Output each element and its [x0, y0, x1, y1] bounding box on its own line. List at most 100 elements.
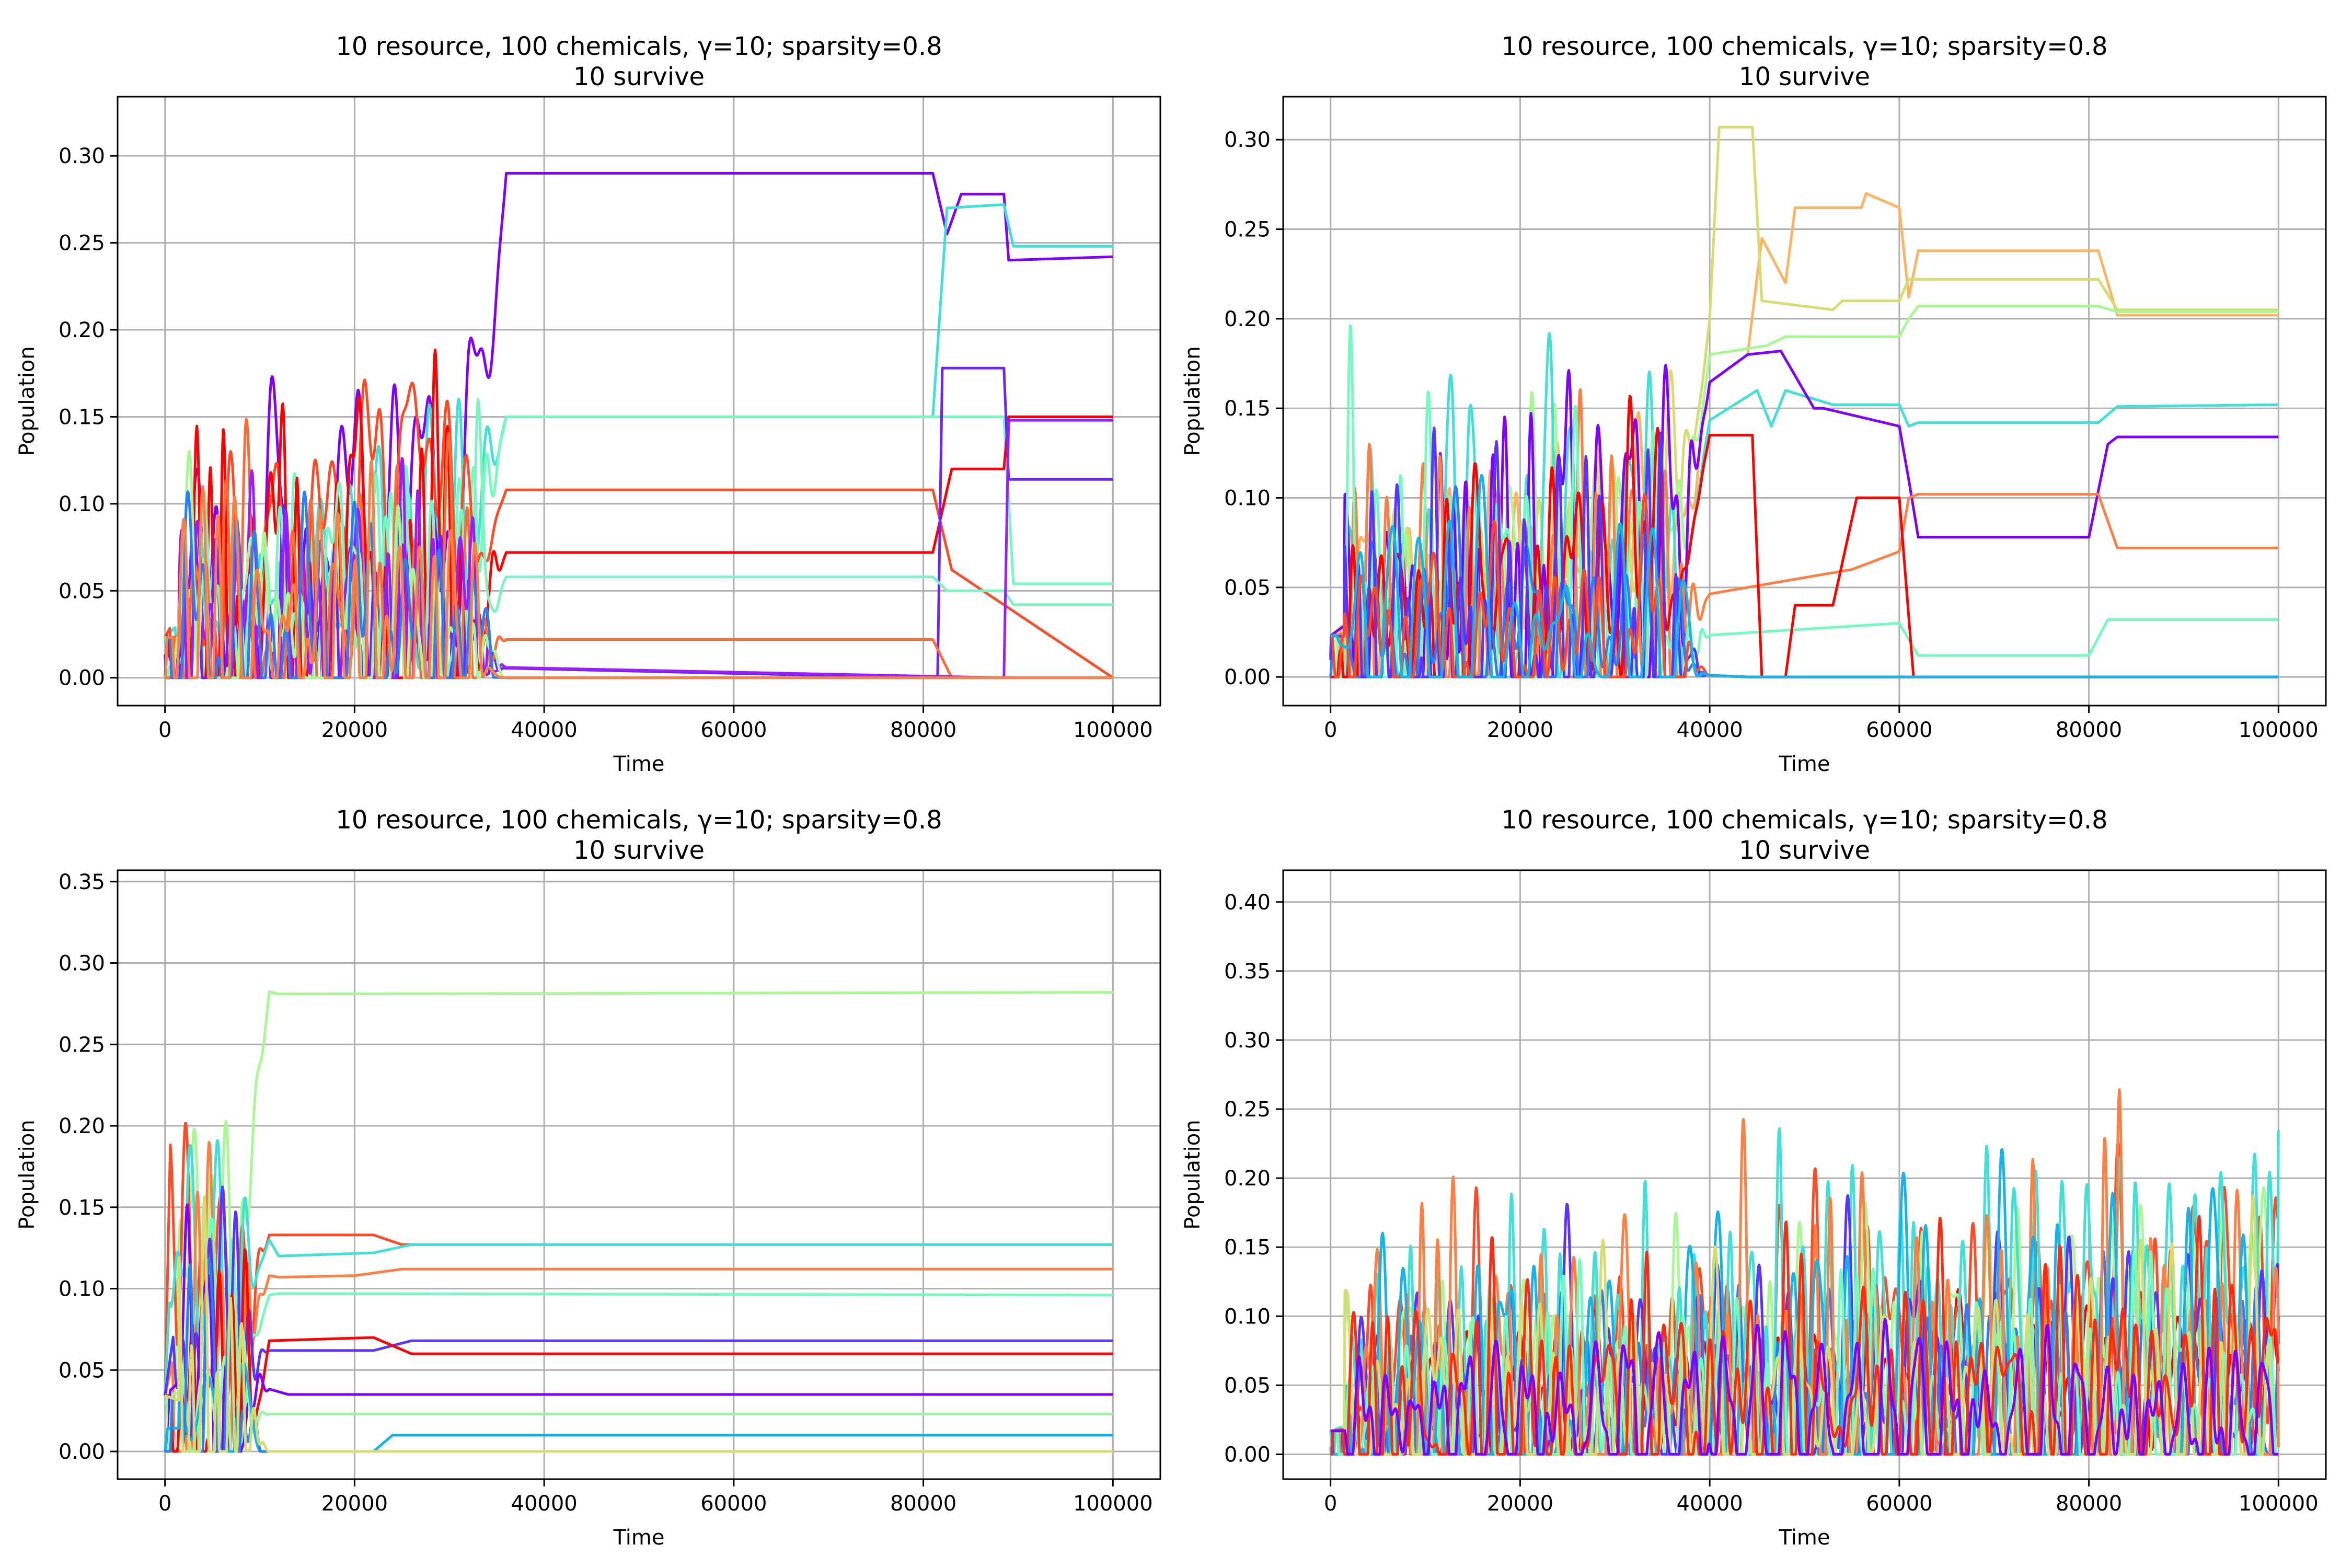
series-line: [164, 1329, 1114, 1453]
x-tick-label: 40000: [1677, 1492, 1743, 1516]
y-tick-label: 0.20: [59, 1114, 105, 1138]
y-axis: 0.00 0.05 0.10 0.15 0.20 0.25 0.30: [59, 144, 118, 690]
x-tick-label: 0: [158, 718, 171, 742]
y-tick-label: 0.25: [59, 232, 105, 256]
y-tick-label: 0.30: [59, 144, 105, 168]
y-tick-label: 0.30: [1224, 128, 1271, 152]
plot-frame: [1282, 869, 2327, 1480]
chart-subtitle: 10 survive: [1739, 62, 1870, 91]
y-tick-label: 0.25: [59, 1033, 105, 1057]
y-tick-label: 0.00: [59, 666, 105, 690]
y-tick-label: 0.00: [1224, 665, 1271, 689]
plot-frame: [1282, 96, 2327, 707]
x-tick-label: 0: [1324, 1492, 1337, 1516]
x-tick-label: 20000: [321, 1492, 388, 1516]
x-tick-label: 40000: [511, 1492, 578, 1516]
series-line: [164, 1185, 1114, 1443]
x-tick-label: 100000: [2239, 1492, 2319, 1516]
y-tick-label: 0.20: [1224, 1167, 1271, 1191]
x-tick-label: 20000: [1487, 718, 1553, 742]
subplot-bottom-left: 10 resource, 100 chemicals, γ=10; sparsi…: [15, 805, 1161, 1550]
y-tick-label: 0.10: [1224, 487, 1271, 511]
chart-title: 10 resource, 100 chemicals, γ=10; sparsi…: [1501, 805, 2107, 835]
x-axis-label: Time: [1779, 752, 1830, 776]
y-axis: 0.00 0.05 0.10 0.15 0.20 0.25 0.30 0.35 0.40: [1224, 891, 1283, 1467]
x-tick-label: 100000: [2239, 718, 2319, 742]
series-line: [1330, 1215, 2280, 1456]
x-tick-label: 60000: [1866, 1492, 1932, 1516]
x-tick-label: 80000: [2056, 1492, 2122, 1516]
y-tick-label: 0.15: [1224, 1236, 1271, 1260]
y-tick-label: 0.15: [59, 1196, 105, 1220]
x-tick-label: 80000: [890, 1492, 956, 1516]
y-tick-label: 0.40: [1224, 891, 1271, 915]
x-tick-label: 40000: [1677, 718, 1743, 742]
series-line: [1330, 324, 2279, 678]
series-line: [164, 1203, 1114, 1453]
y-axis-label: Population: [1181, 346, 1205, 456]
y-tick-label: 0.05: [59, 579, 105, 603]
x-axis: 0 20000 40000 60000 80000 100000: [158, 1479, 1153, 1516]
y-tick-label: 0.15: [1224, 397, 1271, 421]
x-tick-label: 0: [158, 1492, 171, 1516]
series-group: [1329, 125, 2279, 678]
y-tick-label: 0.05: [59, 1358, 105, 1382]
y-axis-label: Population: [1181, 1120, 1205, 1229]
series-line: [164, 378, 1114, 679]
series-line: [164, 990, 1114, 1453]
y-tick-label: 0.25: [1224, 1098, 1271, 1122]
subplot-top-right: 10 resource, 100 chemicals, γ=10; sparsi…: [1181, 32, 2327, 776]
chart-subtitle: 10 survive: [573, 836, 705, 865]
x-axis-label: Time: [613, 1526, 665, 1550]
y-tick-label: 0.10: [59, 1277, 105, 1301]
x-tick-label: 60000: [1866, 718, 1932, 742]
series-line: [164, 459, 1114, 679]
x-tick-label: 40000: [511, 718, 578, 742]
chart-title: 10 resource, 100 chemicals, γ=10; sparsi…: [1501, 32, 2107, 61]
y-tick-label: 0.05: [1224, 576, 1271, 600]
series-group: [1329, 1088, 2280, 1456]
plot-frame: [117, 96, 1161, 707]
x-axis: 0 20000 40000 60000 80000 100000: [1324, 1479, 2319, 1516]
y-tick-label: 0.30: [1224, 1029, 1271, 1053]
chart-title: 10 resource, 100 chemicals, γ=10; sparsi…: [336, 32, 942, 61]
series-line: [164, 1217, 1114, 1453]
y-tick-label: 0.30: [59, 952, 105, 976]
y-axis: 0.00 0.05 0.10 0.15 0.20 0.25 0.30: [1224, 128, 1283, 689]
plot-frame: [117, 869, 1161, 1480]
subplot-top-left: 10 resource, 100 chemicals, γ=10; sparsi…: [15, 32, 1161, 776]
y-tick-label: 0.20: [59, 318, 105, 342]
series-line: [1330, 305, 2279, 678]
x-tick-label: 60000: [700, 718, 767, 742]
x-tick-label: 100000: [1073, 1492, 1153, 1516]
x-axis-label: Time: [1779, 1526, 1830, 1550]
chart-title: 10 resource, 100 chemicals, γ=10; sparsi…: [336, 805, 942, 835]
x-axis-label: Time: [613, 752, 665, 776]
subplot-bottom-right: 10 resource, 100 chemicals, γ=10; sparsi…: [1181, 805, 2327, 1550]
y-tick-label: 0.00: [59, 1440, 105, 1464]
x-tick-label: 0: [1324, 718, 1337, 742]
x-axis: 0 20000 40000 60000 80000 100000: [1324, 706, 2319, 742]
x-tick-label: 100000: [1073, 718, 1153, 742]
series-line: [1330, 474, 2279, 678]
y-axis-label: Population: [15, 1120, 39, 1229]
series-line: [164, 1195, 1114, 1453]
x-tick-label: 60000: [700, 1492, 767, 1516]
y-axis: 0.00 0.05 0.10 0.15 0.20 0.25 0.30 0.35: [59, 870, 118, 1464]
y-tick-label: 0.15: [59, 405, 105, 429]
y-tick-label: 0.35: [59, 870, 105, 894]
y-axis-label: Population: [15, 346, 39, 456]
x-tick-label: 20000: [1487, 1492, 1553, 1516]
chart-subtitle: 10 survive: [1739, 836, 1870, 865]
x-tick-label: 20000: [321, 718, 388, 742]
series-line: [1330, 192, 2279, 678]
y-tick-label: 0.35: [1224, 960, 1271, 984]
series-line: [164, 1141, 1114, 1453]
series-line: [164, 1248, 1114, 1453]
y-tick-label: 0.10: [59, 492, 105, 516]
series-line: [1330, 1318, 2279, 1456]
y-tick-label: 0.20: [1224, 307, 1271, 331]
x-tick-label: 80000: [2056, 718, 2122, 742]
series-line: [164, 1139, 1114, 1437]
